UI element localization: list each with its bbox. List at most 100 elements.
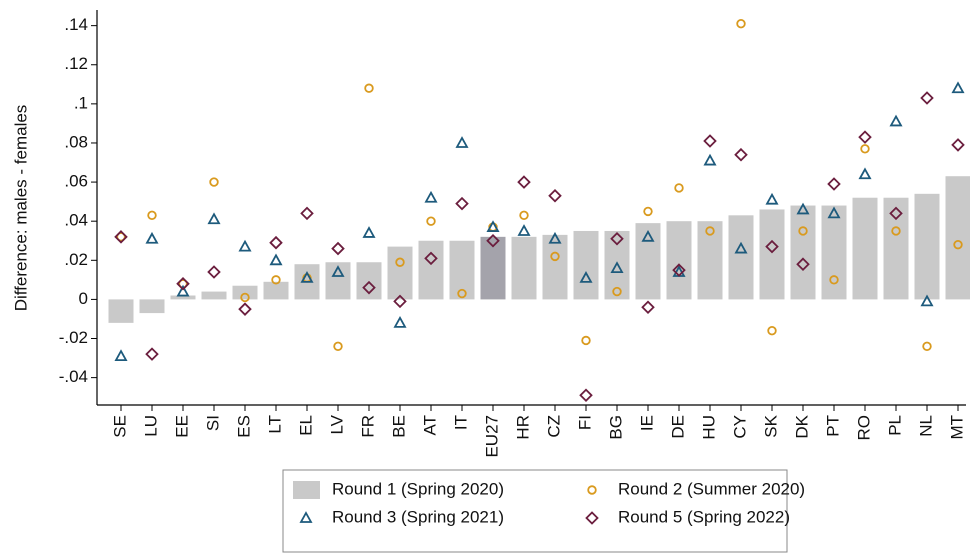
x-tick-label: SK (761, 414, 780, 437)
legend-swatch (293, 481, 320, 499)
point (333, 243, 344, 254)
x-tick-label: DK (792, 414, 811, 438)
point (953, 83, 963, 92)
y-tick-label: .08 (64, 132, 88, 151)
y-tick-label: .12 (64, 54, 88, 73)
point (550, 190, 561, 201)
bar (636, 223, 661, 299)
legend-label: Round 1 (Spring 2020) (332, 479, 504, 498)
y-tick-label: 0 (79, 289, 88, 308)
point (860, 169, 870, 178)
x-tick-label: LT (265, 415, 284, 434)
point (271, 237, 282, 248)
x-tick-label: EU27 (482, 415, 501, 458)
point (643, 302, 654, 313)
point (395, 318, 405, 327)
point (147, 349, 158, 360)
point (860, 132, 871, 143)
y-tick-label: .1 (74, 93, 88, 112)
x-tick-label: AT (420, 415, 439, 435)
point (675, 184, 683, 192)
point (520, 212, 528, 220)
point (705, 136, 716, 147)
point (861, 145, 869, 153)
bar (233, 286, 258, 300)
bar (388, 247, 413, 300)
x-tick-label: HU (699, 415, 718, 440)
point (240, 304, 251, 315)
bar (698, 221, 723, 299)
x-tick-label: LU (141, 415, 160, 437)
x-tick-label: DE (668, 415, 687, 439)
bar (946, 176, 970, 299)
point (365, 84, 373, 92)
point (891, 116, 901, 125)
point (427, 217, 435, 225)
point (767, 195, 777, 204)
point (178, 287, 188, 296)
y-tick-label: .14 (64, 15, 88, 34)
bar (884, 198, 909, 300)
bar (760, 209, 785, 299)
legend-swatch (301, 513, 311, 522)
y-tick-label: -.02 (59, 328, 88, 347)
point (953, 139, 964, 150)
bar (419, 241, 444, 300)
bar (543, 235, 568, 300)
x-tick-label: NL (916, 415, 935, 437)
x-tick-label: IT (451, 415, 470, 430)
point (302, 208, 313, 219)
x-tick-label: FR (358, 415, 377, 438)
point (488, 222, 498, 231)
x-tick-label: SI (203, 415, 222, 431)
y-tick-label: .04 (64, 211, 88, 230)
legend-label: Round 2 (Summer 2020) (618, 479, 805, 498)
point (457, 138, 467, 147)
point (582, 337, 590, 345)
x-tick-label: BG (606, 415, 625, 440)
point (147, 234, 157, 243)
point (240, 242, 250, 251)
x-tick-label: EL (296, 415, 315, 436)
x-tick-label: SE (110, 415, 129, 438)
bar (140, 299, 165, 313)
x-tick-label: EE (172, 415, 191, 438)
bar (853, 198, 878, 300)
bar (202, 292, 227, 300)
y-tick-label: -.04 (59, 367, 88, 386)
legend-label: Round 5 (Spring 2022) (618, 507, 790, 526)
point (210, 178, 218, 186)
x-tick-label: IE (637, 415, 656, 431)
bar (791, 206, 816, 300)
point (148, 212, 156, 220)
x-tick-label: PL (885, 415, 904, 436)
point (922, 92, 933, 103)
legend-label: Round 3 (Spring 2021) (332, 507, 504, 526)
bar (729, 215, 754, 299)
point (829, 179, 840, 190)
x-tick-label: BE (389, 415, 408, 438)
point (364, 228, 374, 237)
point (644, 208, 652, 216)
legend-swatch (588, 486, 596, 494)
x-tick-label: MT (947, 415, 966, 440)
x-tick-label: FI (575, 415, 594, 430)
point (334, 343, 342, 351)
bar (574, 231, 599, 299)
point (209, 214, 219, 223)
point (923, 343, 931, 351)
bar (605, 231, 630, 299)
point (705, 156, 715, 165)
x-tick-label: CY (730, 415, 749, 439)
point (209, 267, 220, 278)
y-axis-title: Difference: males - females (11, 105, 30, 312)
legend-swatch (587, 513, 598, 524)
point (736, 149, 747, 160)
bar (667, 221, 692, 299)
y-tick-label: .06 (64, 172, 88, 191)
bar (109, 299, 134, 322)
point (457, 198, 468, 209)
x-tick-label: ES (234, 415, 253, 438)
x-tick-label: CZ (544, 415, 563, 438)
